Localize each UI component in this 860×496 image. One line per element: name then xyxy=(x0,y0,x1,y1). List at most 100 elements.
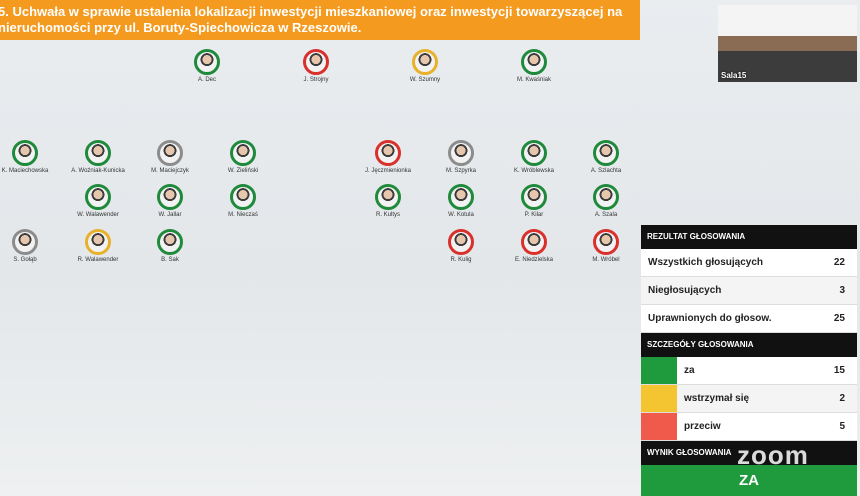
avatar xyxy=(521,184,547,210)
member: W. Jallar xyxy=(130,184,210,218)
avatar xyxy=(12,140,38,166)
detail-value: 2 xyxy=(839,393,845,404)
member-name: B. Sak xyxy=(161,257,179,263)
result-value: 25 xyxy=(833,313,845,324)
member: W. Zieliński xyxy=(203,140,283,174)
avatar xyxy=(593,229,619,255)
member-name: R. Kulig xyxy=(450,257,472,263)
member-name: A. Szala xyxy=(594,212,618,218)
member-name: A. Woźniak-Kunicka xyxy=(71,168,125,174)
member: A. Woźniak-Kunicka xyxy=(58,140,138,174)
avatar xyxy=(157,184,183,210)
avatar xyxy=(593,140,619,166)
member-name: S. Gołąb xyxy=(13,257,37,263)
avatar xyxy=(593,184,619,210)
member-name: M. Wróbel xyxy=(592,257,620,263)
avatar xyxy=(521,229,547,255)
member: K. Maciechowska xyxy=(0,140,65,174)
swatch xyxy=(641,357,677,384)
avatar xyxy=(448,229,474,255)
avatar xyxy=(448,184,474,210)
results-rows: Wszystkich głosujących 22 Niegłosujących 3 U… xyxy=(641,249,857,333)
result-label: Wszystkich głosujących xyxy=(648,257,764,268)
outcome-header: WYNIK GŁOSOWANIA xyxy=(641,441,857,465)
avatar xyxy=(12,229,38,255)
member: J. Strojny xyxy=(276,49,356,83)
member-name: M. Nieczaś xyxy=(228,212,258,218)
member-name: M. Maciejczyk xyxy=(151,168,189,174)
member-name: R. Walawender xyxy=(77,257,119,263)
result-label: Niegłosujących xyxy=(648,285,722,296)
avatar xyxy=(412,49,438,75)
member-name: J. Jęczmienionka xyxy=(364,168,412,174)
member: P. Kilar xyxy=(494,184,574,218)
zoom-logo: zoom xyxy=(737,440,809,470)
swatch xyxy=(641,413,677,440)
member-name: W. Zieliński xyxy=(227,168,259,174)
result-label: Uprawnionych do głosow. xyxy=(648,313,772,324)
avatar xyxy=(230,184,256,210)
member-name: A. Dec xyxy=(197,77,216,83)
member: R. Kultys xyxy=(348,184,428,218)
member: E. Niedzielska xyxy=(494,229,574,263)
member-name: K. Maciechowska xyxy=(1,168,49,174)
avatar xyxy=(448,140,474,166)
avatar xyxy=(303,49,329,75)
avatar xyxy=(194,49,220,75)
video-label: Sala15 xyxy=(721,71,747,80)
member-name: W. Walawender xyxy=(77,212,119,218)
results-panel: REZULTAT GŁOSOWANIA Wszystkich głosujący… xyxy=(641,225,857,496)
member: A. Szala xyxy=(566,184,646,218)
member-name: M. Szpyrka xyxy=(445,168,476,174)
member: A. Szlachta xyxy=(566,140,646,174)
member-name: W. Jallar xyxy=(158,212,182,218)
member: A. Dec xyxy=(167,49,247,83)
detail-value: 5 xyxy=(839,421,845,432)
avatar xyxy=(85,184,111,210)
member-name: M. Kwaśniak xyxy=(516,77,551,83)
avatar xyxy=(521,49,547,75)
avatar xyxy=(157,229,183,255)
outcome: ZA xyxy=(641,465,857,496)
title-line: nieruchomości przy ul. Boruty-Spiechowic… xyxy=(0,20,362,35)
detail-row: za 15 xyxy=(641,357,857,385)
detail-row: wstrzymał się 2 xyxy=(641,385,857,413)
avatar xyxy=(157,140,183,166)
member: M. Szpyrka xyxy=(421,140,501,174)
avatar xyxy=(375,140,401,166)
result-value: 3 xyxy=(839,285,845,296)
title-line: 5. Uchwała w sprawie ustalenia lokalizac… xyxy=(0,4,623,19)
avatar xyxy=(521,140,547,166)
detail-row: przeciw 5 xyxy=(641,413,857,441)
avatar xyxy=(375,184,401,210)
member: K. Wróblewska xyxy=(494,140,574,174)
member: M. Nieczaś xyxy=(203,184,283,218)
member-name: E. Niedzielska xyxy=(514,257,553,263)
title-bar: 5. Uchwała w sprawie ustalenia lokalizac… xyxy=(0,0,640,40)
details-rows: za 15 wstrzymał się 2 przeciw 5 xyxy=(641,357,857,441)
avatar xyxy=(85,229,111,255)
member: M. Wróbel xyxy=(566,229,646,263)
member: J. Jęczmienionka xyxy=(348,140,428,174)
detail-label: za xyxy=(684,365,695,376)
details-header: SZCZEGÓŁY GŁOSOWANIA xyxy=(641,333,857,357)
result-row: Uprawnionych do głosow. 25 xyxy=(641,305,857,333)
member: W. Szumny xyxy=(385,49,465,83)
detail-label: przeciw xyxy=(684,421,721,432)
avatar xyxy=(85,140,111,166)
video-thumbnail: Sala15 xyxy=(718,5,857,82)
member-name: A. Szlachta xyxy=(590,168,622,174)
member: S. Gołąb xyxy=(0,229,65,263)
member: M. Kwaśniak xyxy=(494,49,574,83)
member-name: J. Strojny xyxy=(303,77,329,83)
result-value: 22 xyxy=(833,257,845,268)
avatar xyxy=(230,140,256,166)
swatch xyxy=(641,385,677,412)
member-name: W. Kotula xyxy=(448,212,474,218)
result-row: Niegłosujących 3 xyxy=(641,277,857,305)
member: B. Sak xyxy=(130,229,210,263)
member-name: R. Kultys xyxy=(375,212,400,218)
member-name: K. Wróblewska xyxy=(514,168,554,174)
member: R. Walawender xyxy=(58,229,138,263)
member: W. Kotula xyxy=(421,184,501,218)
